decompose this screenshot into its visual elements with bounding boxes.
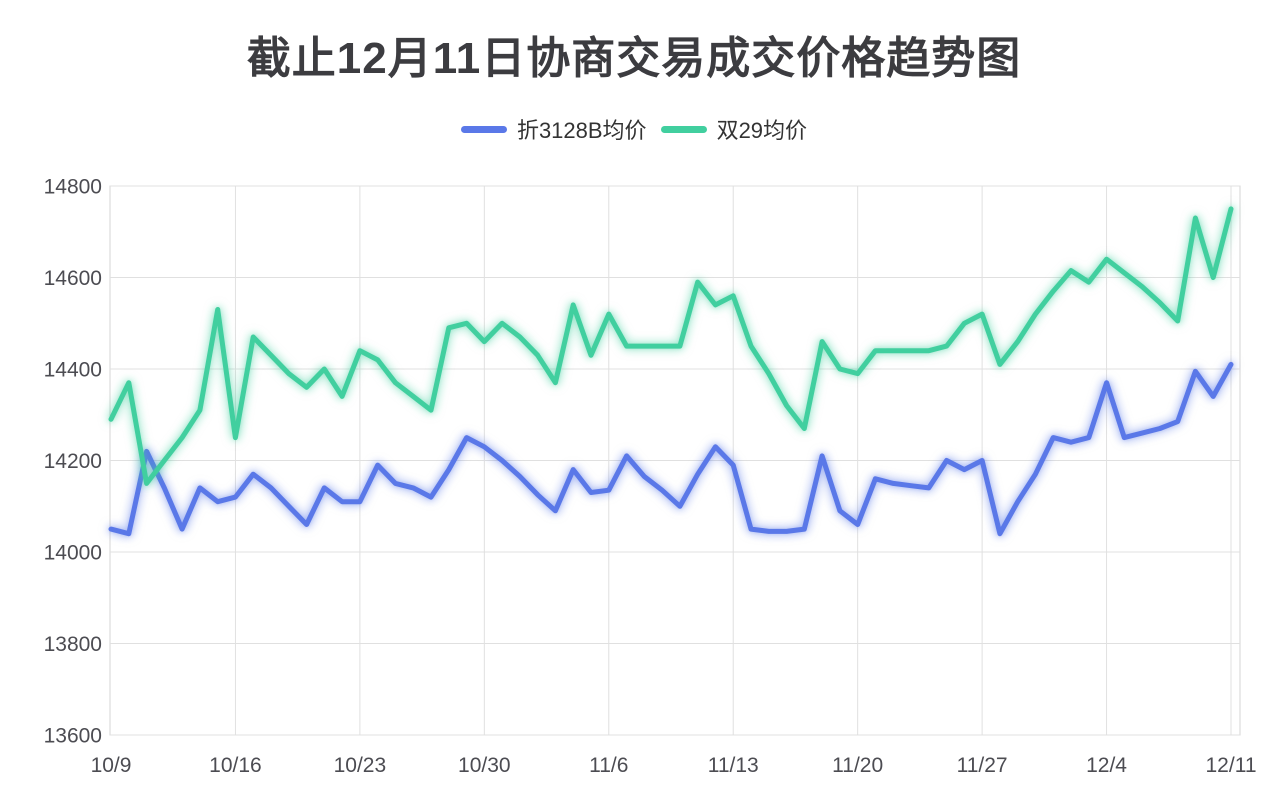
y-axis-tick-label: 14000 xyxy=(44,542,102,565)
x-axis-tick-label: 10/9 xyxy=(91,754,132,777)
y-axis-tick-label: 14400 xyxy=(44,359,102,382)
y-axis-tick-label: 14200 xyxy=(44,450,102,473)
legend-item-shuang29[interactable]: 双29均价 xyxy=(660,113,808,145)
x-axis-tick-label: 12/4 xyxy=(1086,754,1127,777)
x-axis-tick-label: 10/23 xyxy=(334,754,387,777)
x-axis-tick-label: 11/6 xyxy=(589,754,628,777)
series-line-zhe3128b[interactable] xyxy=(108,361,1234,537)
y-axis-tick-label: 13600 xyxy=(44,725,102,748)
legend-label-zhe3128b: 折3128B均价 xyxy=(516,118,647,143)
x-axis-tick-label: 11/20 xyxy=(832,754,883,777)
series-line-shuang29[interactable] xyxy=(108,206,1234,486)
y-axis-tick-label: 13800 xyxy=(44,633,102,656)
x-axis-tick-label: 10/30 xyxy=(458,754,511,777)
y-axis-tick-label: 14800 xyxy=(44,176,102,199)
legend-item-zhe3128b[interactable]: 折3128B均价 xyxy=(460,113,647,145)
chart-title: 截止12月11日协商交易成交价格趋势图 xyxy=(246,34,1022,83)
legend-marker-zhe3128b-icon xyxy=(460,125,507,133)
x-axis-tick-label: 11/13 xyxy=(708,754,759,777)
legend-label-shuang29: 双29均价 xyxy=(716,118,808,143)
x-axis-tick-label: 12/11 xyxy=(1206,754,1257,777)
y-axis-tick-label: 14600 xyxy=(44,267,102,290)
legend: 折3128B均价 双29均价 xyxy=(0,113,1268,145)
x-axis-tick-label: 10/16 xyxy=(209,754,262,777)
x-axis-tick-label: 11/27 xyxy=(957,754,1008,777)
legend-marker-shuang29-icon xyxy=(660,125,707,133)
